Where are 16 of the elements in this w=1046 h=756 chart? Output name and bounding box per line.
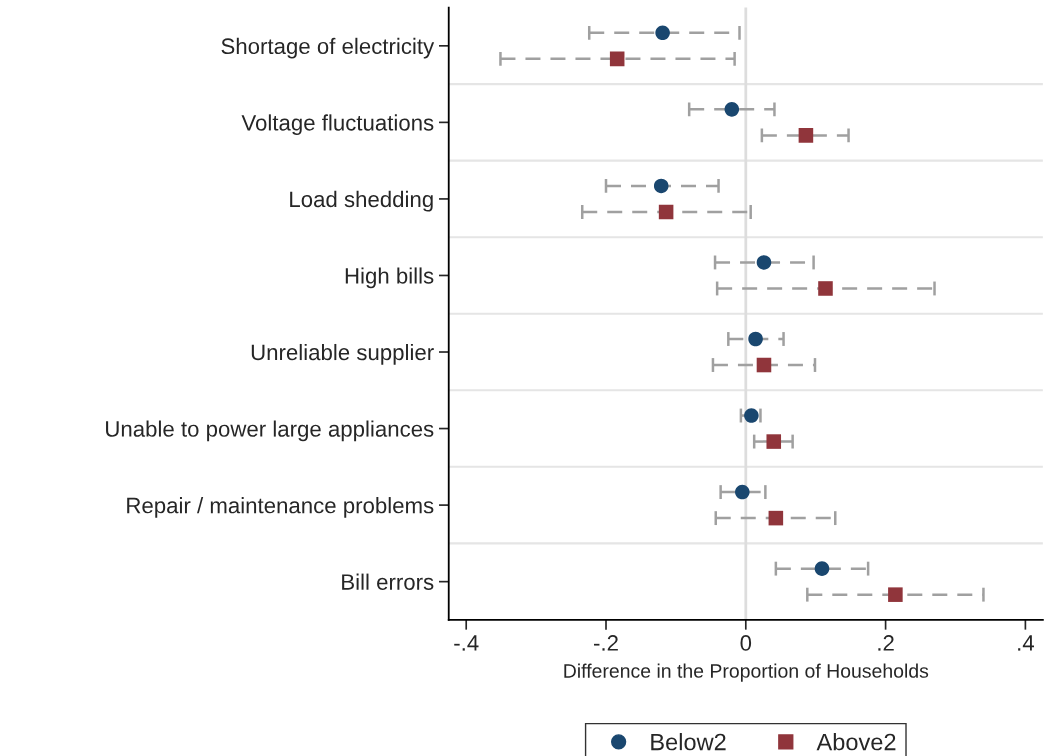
y-tick-label: Load shedding bbox=[290, 190, 433, 212]
x-tick-label: -.2 bbox=[594, 635, 618, 651]
legend-label: Below2 bbox=[651, 733, 726, 751]
y-tick-label: Unreliable supplier bbox=[251, 343, 434, 365]
x-tick-label: 0 bbox=[740, 635, 752, 651]
x-tick-label: -.4 bbox=[454, 635, 479, 651]
legend-label: Above2 bbox=[816, 733, 896, 751]
y-tick-label: Shortage of electricity bbox=[221, 37, 435, 59]
x-tick-label: .2 bbox=[878, 635, 894, 651]
y-tick-label: High bills bbox=[345, 267, 434, 289]
y-tick-label: Bill errors bbox=[342, 573, 434, 590]
y-tick-label: Repair / maintenance problems bbox=[127, 497, 434, 518]
y-tick-label: Voltage fluctuations bbox=[241, 114, 434, 136]
y-tick-label: Unable to power large appliances bbox=[106, 420, 434, 442]
x-axis-title: Difference in the Proportion of Households bbox=[564, 663, 929, 682]
x-tick-label: .4 bbox=[1018, 635, 1034, 651]
